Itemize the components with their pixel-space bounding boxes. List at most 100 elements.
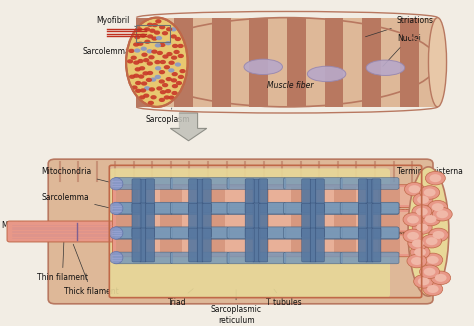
Circle shape <box>424 268 436 276</box>
FancyBboxPatch shape <box>315 179 324 213</box>
Circle shape <box>177 44 184 48</box>
Circle shape <box>134 48 140 53</box>
FancyBboxPatch shape <box>7 221 117 242</box>
Circle shape <box>144 27 150 32</box>
Bar <box>269 236 291 254</box>
Circle shape <box>151 37 158 41</box>
Ellipse shape <box>109 202 123 215</box>
Circle shape <box>403 213 423 226</box>
Circle shape <box>135 89 141 93</box>
Circle shape <box>407 215 419 224</box>
Circle shape <box>171 55 177 60</box>
Circle shape <box>137 59 144 63</box>
Bar <box>197 179 203 213</box>
Text: Sarcolemma: Sarcolemma <box>397 185 445 213</box>
Circle shape <box>134 35 140 39</box>
FancyBboxPatch shape <box>283 228 342 239</box>
Circle shape <box>175 37 181 41</box>
Circle shape <box>149 29 155 33</box>
Text: Sarcolemma: Sarcolemma <box>41 193 116 209</box>
FancyBboxPatch shape <box>48 159 433 304</box>
Text: Mitochondria: Mitochondria <box>41 167 113 183</box>
Circle shape <box>143 94 149 98</box>
Circle shape <box>147 34 153 38</box>
Circle shape <box>171 78 177 82</box>
Bar <box>400 18 419 107</box>
Circle shape <box>428 228 448 242</box>
Circle shape <box>139 66 145 70</box>
Bar <box>247 187 269 205</box>
Circle shape <box>155 43 161 48</box>
FancyBboxPatch shape <box>109 169 390 298</box>
Ellipse shape <box>109 227 123 239</box>
FancyBboxPatch shape <box>189 228 198 262</box>
Circle shape <box>143 58 149 62</box>
FancyBboxPatch shape <box>132 228 141 262</box>
Circle shape <box>146 78 152 82</box>
Circle shape <box>160 90 166 94</box>
Circle shape <box>150 78 156 82</box>
Circle shape <box>407 254 427 268</box>
Circle shape <box>433 231 445 239</box>
Circle shape <box>151 50 157 54</box>
Ellipse shape <box>109 251 123 264</box>
Circle shape <box>420 186 440 199</box>
Circle shape <box>408 237 428 250</box>
Bar <box>160 236 182 254</box>
Circle shape <box>148 55 155 59</box>
Bar <box>253 203 260 238</box>
FancyBboxPatch shape <box>171 227 229 239</box>
FancyBboxPatch shape <box>202 203 211 237</box>
Circle shape <box>170 27 177 32</box>
Bar <box>230 18 249 107</box>
FancyBboxPatch shape <box>245 228 254 262</box>
Circle shape <box>138 74 145 79</box>
FancyBboxPatch shape <box>227 202 286 214</box>
Bar <box>366 179 373 213</box>
Bar <box>160 187 182 205</box>
Bar <box>116 236 138 254</box>
Circle shape <box>179 69 186 73</box>
Circle shape <box>410 245 430 259</box>
FancyBboxPatch shape <box>245 179 254 213</box>
Bar <box>137 18 155 107</box>
Circle shape <box>140 88 146 93</box>
Bar <box>378 212 400 230</box>
Circle shape <box>154 30 160 35</box>
Circle shape <box>437 210 448 218</box>
Circle shape <box>416 223 428 231</box>
Circle shape <box>141 47 147 51</box>
Circle shape <box>128 49 135 53</box>
Bar <box>212 18 230 107</box>
Circle shape <box>412 221 432 234</box>
Circle shape <box>171 34 177 38</box>
Bar <box>253 228 260 262</box>
Circle shape <box>423 253 443 267</box>
Bar <box>306 18 325 107</box>
FancyBboxPatch shape <box>189 179 198 213</box>
Circle shape <box>427 285 438 293</box>
Bar <box>291 236 312 254</box>
Circle shape <box>178 54 184 58</box>
Circle shape <box>176 81 182 85</box>
Circle shape <box>175 62 181 67</box>
Bar <box>140 203 146 238</box>
Bar <box>310 203 316 238</box>
Text: Sarcoplasmic
reticulum: Sarcoplasmic reticulum <box>210 290 262 325</box>
Circle shape <box>146 49 153 53</box>
Circle shape <box>172 44 178 48</box>
Circle shape <box>413 193 433 206</box>
Circle shape <box>427 256 438 264</box>
Bar <box>366 203 373 238</box>
Circle shape <box>149 87 155 92</box>
Circle shape <box>142 71 149 76</box>
Circle shape <box>429 174 441 182</box>
Bar <box>400 236 422 254</box>
Bar <box>356 212 378 230</box>
FancyBboxPatch shape <box>114 178 173 189</box>
Circle shape <box>407 232 419 240</box>
Circle shape <box>141 52 148 57</box>
Circle shape <box>135 81 141 85</box>
FancyBboxPatch shape <box>283 202 342 214</box>
Circle shape <box>431 271 451 285</box>
